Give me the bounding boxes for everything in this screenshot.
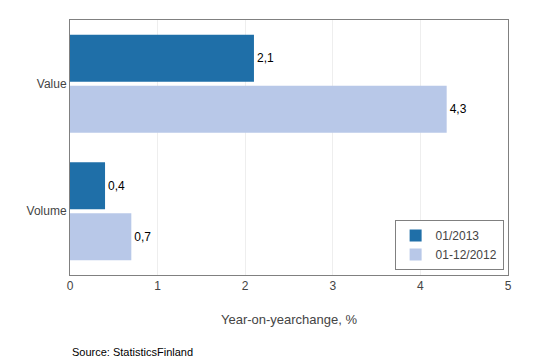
svg-text:4,3: 4,3	[450, 102, 467, 116]
svg-text:4: 4	[417, 279, 424, 293]
svg-text:2: 2	[242, 279, 249, 293]
svg-text:1: 1	[154, 279, 161, 293]
svg-text:Year-on-yearchange, %: Year-on-yearchange, %	[221, 312, 358, 327]
svg-text:0,7: 0,7	[134, 230, 151, 244]
svg-text:Value: Value	[37, 77, 67, 91]
svg-text:3: 3	[329, 279, 336, 293]
svg-text:Volume: Volume	[27, 204, 67, 218]
svg-text:0: 0	[67, 279, 74, 293]
svg-text:0,4: 0,4	[108, 179, 125, 193]
svg-text:5: 5	[505, 279, 512, 293]
svg-text:2,1: 2,1	[257, 51, 274, 65]
svg-text:01/2013: 01/2013	[436, 229, 480, 243]
svg-text:01-12/2012: 01-12/2012	[436, 248, 497, 262]
svg-text:Source: StatisticsFinland: Source: StatisticsFinland	[72, 346, 193, 358]
